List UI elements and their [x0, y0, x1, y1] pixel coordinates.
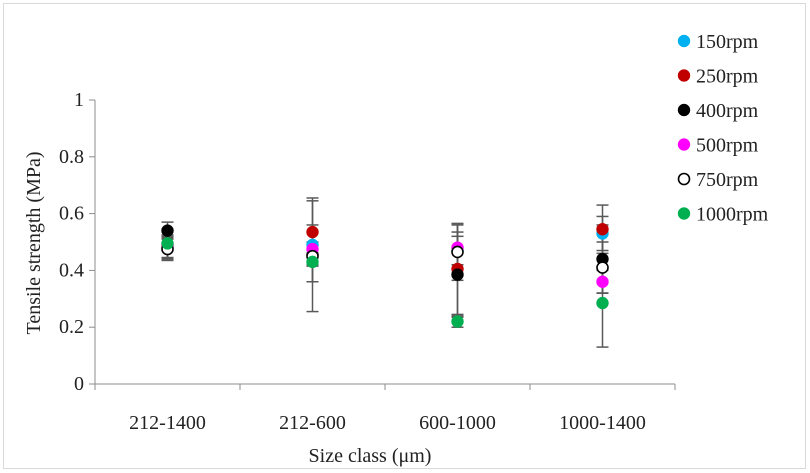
x-axis-label: Size class (μm) — [309, 445, 432, 467]
legend-marker — [677, 69, 691, 82]
data-point — [596, 222, 609, 236]
x-tick-label: 1000-1400 — [559, 412, 646, 434]
y-tick-label: 0.8 — [59, 146, 84, 168]
y-tick-label: 0.2 — [59, 316, 84, 338]
y-tick-label: 1 — [74, 89, 84, 111]
data-point — [596, 275, 609, 289]
chart-frame — [3, 3, 806, 469]
legend-marker — [677, 103, 691, 117]
legend-marker — [677, 138, 691, 151]
legend-marker — [677, 207, 691, 220]
data-point — [596, 296, 609, 310]
data-point — [306, 225, 319, 239]
data-point — [451, 268, 464, 281]
x-tick-label: 212-1400 — [129, 412, 206, 434]
y-tick-label: 0.6 — [59, 203, 84, 225]
x-tick-label: 600-1000 — [419, 412, 496, 434]
legend-marker — [677, 172, 691, 186]
error-bars — [161, 197, 609, 348]
legend: 150rpm 250rpm 400rpm 500rpm 750rpm 1000rpm — [677, 31, 769, 226]
legend-label: 1000rpm — [696, 204, 769, 226]
data-point — [306, 255, 319, 269]
y-axis-label: Tensile strength (MPa) — [23, 151, 45, 334]
legend-label: 400rpm — [696, 100, 759, 122]
data-point — [451, 315, 464, 328]
data-point — [596, 261, 609, 274]
data-point — [451, 245, 464, 259]
legend-label: 150rpm — [696, 31, 759, 53]
legend-marker — [677, 34, 691, 48]
legend-label: 250rpm — [696, 66, 759, 88]
legend-label: 750rpm — [696, 169, 759, 191]
axes: 0 0.2 0.4 0.6 0.8 1 212-1400 212-600 600-1000 100… — [59, 89, 676, 434]
y-tick-label: 0.4 — [59, 259, 84, 281]
data-point — [161, 237, 174, 250]
x-tick-label: 212-600 — [279, 412, 346, 434]
y-tick-label: 0 — [74, 373, 84, 395]
legend-label: 500rpm — [696, 135, 759, 157]
data-point — [161, 224, 174, 237]
data-points — [161, 222, 609, 328]
